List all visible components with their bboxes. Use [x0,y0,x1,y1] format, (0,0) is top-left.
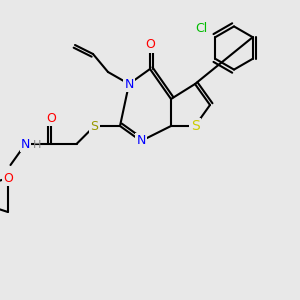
Text: Cl: Cl [195,22,207,35]
Text: O: O [3,172,13,184]
Text: N: N [124,77,134,91]
Text: O: O [145,38,155,52]
Text: H: H [33,140,41,151]
Text: N: N [21,137,30,151]
Text: S: S [91,119,98,133]
Text: N: N [136,134,146,148]
Text: S: S [190,119,200,133]
Text: O: O [46,112,56,125]
